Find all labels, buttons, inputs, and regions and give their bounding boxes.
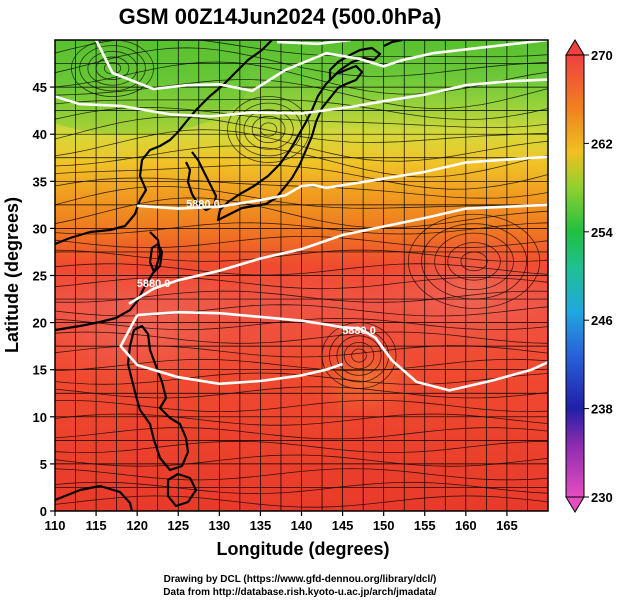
eddy-streamline — [71, 40, 154, 97]
colorbar-ticks: 230 238 246 254 262 270 — [584, 48, 613, 505]
y-tick-label: 0 — [40, 504, 47, 519]
eddy-streamline — [407, 213, 541, 309]
y-tick-label: 45 — [33, 80, 47, 95]
credits: Drawing by DCL (https://www.gfd-dennou.o… — [0, 573, 600, 599]
colorbar: 230 238 246 254 262 270 — [565, 39, 613, 513]
japan-coast — [216, 64, 364, 222]
eddy-streamline — [351, 348, 367, 363]
x-axis-title: Longitude (degrees) — [216, 539, 389, 559]
colorbar-tick-label: 238 — [591, 402, 613, 417]
map-plot: 5880.0 5880.0 5880.0 110 115 120 125 130 135 140… — [2, 39, 613, 559]
x-tick-label: 145 — [332, 518, 354, 533]
x-axis-ticks: 110 115 120 125 130 135 140 145 150 155 160 165 — [45, 511, 518, 533]
colorbar-min-arrow — [565, 496, 585, 513]
lat-lon-grid — [55, 40, 548, 511]
y-tick-label: 10 — [33, 410, 47, 425]
temperature-field: 5880.0 5880.0 5880.0 — [55, 40, 548, 511]
eddy-streamline — [447, 242, 501, 281]
x-tick-label: 130 — [208, 518, 230, 533]
x-tick-label: 150 — [373, 518, 395, 533]
x-tick-label: 135 — [250, 518, 272, 533]
mainland-coast — [55, 40, 273, 246]
eddy-streamline — [336, 335, 382, 376]
y-tick-label: 25 — [33, 269, 47, 284]
height-contours — [55, 40, 548, 392]
contour-line — [137, 310, 548, 392]
contour-label: 5880.0 — [137, 278, 171, 290]
y-tick-label: 20 — [33, 316, 47, 331]
eddy-streamline — [251, 115, 286, 144]
coastlines — [55, 40, 403, 511]
contour-line — [128, 203, 548, 305]
chart-title: GSM 00Z14Jun2024 (500.0hPa) — [118, 4, 442, 29]
borneo-coast — [55, 484, 134, 511]
x-tick-label: 160 — [455, 518, 477, 533]
hokkaido-coast — [328, 46, 382, 82]
contour-labels: 5880.0 5880.0 5880.0 — [137, 199, 376, 337]
contour-label: 5880.0 — [186, 199, 220, 211]
colorbar-tick-label: 230 — [591, 490, 613, 505]
y-tick-label: 40 — [33, 127, 47, 142]
eddy-streamline — [343, 341, 375, 370]
y-tick-label: 30 — [33, 221, 47, 236]
contour-line — [55, 78, 548, 118]
contour-line — [94, 40, 548, 93]
colorbar-tick-label: 246 — [591, 313, 613, 328]
colorbar-tick-label: 262 — [591, 136, 613, 151]
colorbar-max-arrow — [565, 39, 585, 56]
philippines-coast — [126, 324, 190, 472]
x-tick-label: 125 — [167, 518, 189, 533]
y-tick-label: 5 — [40, 457, 47, 472]
taiwan-coast — [148, 242, 164, 274]
x-tick-label: 115 — [86, 518, 107, 533]
x-tick-label: 140 — [291, 518, 313, 533]
credit-data: Data from http://database.rish.kyoto-u.a… — [163, 587, 437, 598]
y-axis-ticks: 0 5 10 15 20 25 30 35 40 45 — [33, 80, 55, 519]
eddy-streamline — [434, 232, 514, 291]
contour-line — [119, 314, 344, 386]
colorbar-tick-label: 254 — [591, 225, 613, 240]
y-axis-title: Latitude (degrees) — [2, 197, 22, 353]
x-tick-label: 155 — [414, 518, 436, 533]
x-tick-label: 110 — [45, 518, 66, 533]
contour-label: 5880.0 — [342, 325, 376, 337]
x-tick-label: 165 — [496, 518, 518, 533]
china-south-coast — [55, 231, 162, 332]
eddy-streamline — [227, 96, 311, 163]
y-tick-label: 15 — [33, 363, 47, 378]
contour-line — [276, 40, 351, 46]
eddy-streamline — [243, 109, 294, 150]
mindanao-coast — [166, 472, 198, 508]
colorbar-gradient — [565, 54, 585, 498]
eddy-streamline — [79, 45, 146, 92]
credit-drawing: Drawing by DCL (https://www.gfd-dennou.o… — [163, 574, 437, 585]
colorbar-tick-label: 270 — [591, 48, 613, 63]
x-tick-label: 120 — [126, 518, 148, 533]
y-tick-label: 35 — [33, 174, 47, 189]
contour-line — [137, 155, 548, 210]
